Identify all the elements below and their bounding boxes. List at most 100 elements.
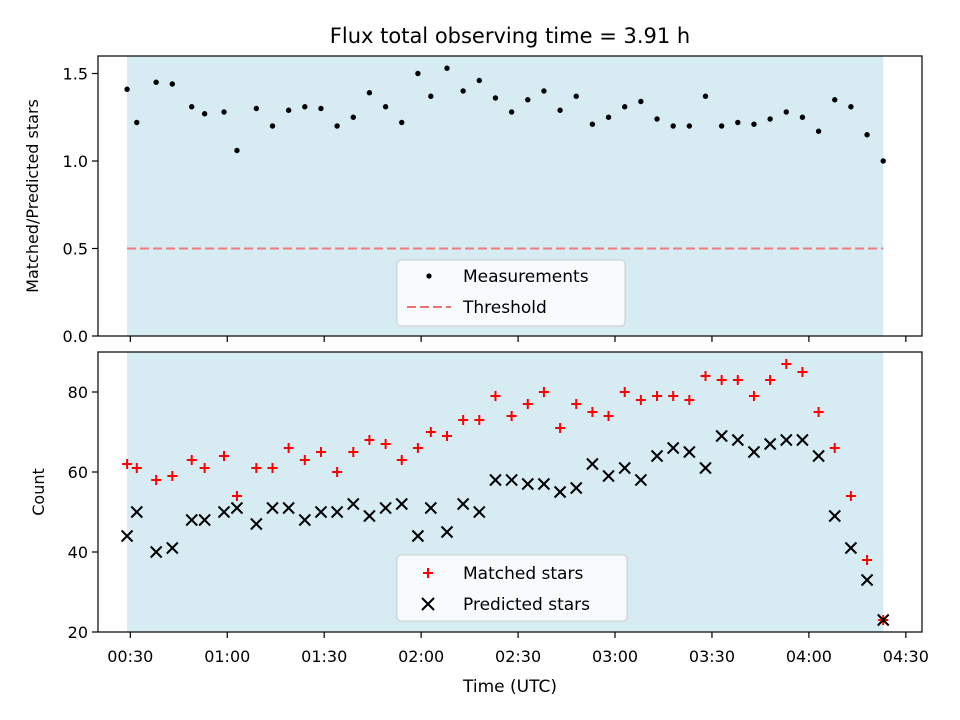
predicted-star-point	[250, 517, 263, 531]
predicted-star-point	[521, 477, 534, 491]
measurement-point	[399, 119, 405, 126]
x-tick-label: 02:00	[398, 647, 444, 666]
matched-star-point	[781, 359, 792, 369]
x-tick-label: 03:00	[592, 647, 638, 666]
measurement-point	[735, 119, 741, 126]
predicted-star-point	[812, 449, 825, 463]
measurement-point	[415, 70, 421, 77]
matched-star-point	[396, 455, 407, 465]
predicted-star-point	[780, 433, 793, 447]
measurement-point	[460, 88, 466, 94]
matched-star-point	[131, 463, 142, 473]
predicted-star-point	[699, 461, 712, 475]
predicted-star-point	[747, 445, 761, 459]
legend-measurements-marker	[426, 273, 432, 279]
predicted-star-point	[763, 437, 777, 451]
measurement-point	[718, 123, 725, 129]
matched-star-point	[619, 387, 630, 397]
measurement-point	[702, 93, 709, 99]
matched-star-point	[380, 439, 391, 449]
matched-star-point	[151, 475, 162, 485]
matched-star-point	[231, 491, 242, 501]
predicted-star-point	[424, 501, 438, 515]
matched-star-point	[716, 375, 727, 385]
matched-star-point	[199, 463, 210, 473]
predicted-star-point	[330, 505, 344, 519]
matched-star-point	[845, 491, 856, 501]
measurement-point	[234, 147, 240, 154]
measurement-point	[269, 123, 276, 129]
measurement-point	[189, 104, 195, 110]
legend-predicted-label: Predicted stars	[463, 595, 590, 615]
matched-star-point	[748, 391, 759, 401]
predicted-star-point	[844, 541, 858, 555]
matched-star-point	[538, 387, 549, 397]
x-tick-label: 01:00	[204, 647, 250, 666]
ratio-y-tick-label: 0.0	[63, 327, 88, 346]
predicted-star-point	[230, 501, 244, 515]
predicted-star-point	[618, 461, 631, 475]
predicted-star-point	[505, 473, 518, 487]
matched-star-point	[219, 451, 230, 461]
measurement-point	[541, 88, 547, 94]
predicted-star-point	[379, 501, 392, 515]
measurement-point	[221, 109, 227, 115]
measurement-point	[508, 109, 515, 115]
predicted-star-point	[347, 497, 360, 511]
predicted-star-point	[666, 441, 680, 455]
matched-star-point	[668, 391, 679, 401]
predicted-star-point	[130, 505, 143, 519]
ratio-plot-frame	[97, 55, 923, 337]
matched-star-point	[186, 455, 197, 465]
matched-star-point	[829, 443, 840, 453]
matched-star-point	[490, 391, 501, 401]
count-points	[120, 359, 890, 627]
matched-star-point	[474, 415, 485, 425]
matched-star-point	[283, 443, 294, 453]
predicted-star-point	[120, 529, 134, 543]
measurement-point	[605, 114, 612, 120]
measurement-point	[134, 119, 140, 126]
ratio-y-tick-label: 1.5	[63, 65, 88, 84]
predicted-star-point	[602, 469, 615, 483]
predicted-star-point	[537, 477, 551, 491]
matched-star-point	[251, 463, 262, 473]
x-tick-label: 01:30	[301, 647, 347, 666]
matched-star-point	[441, 431, 452, 441]
measurement-point	[476, 77, 483, 84]
ratio-y-tick-label: 0.5	[63, 240, 88, 259]
measurement-point	[318, 105, 324, 112]
matched-star-point	[765, 375, 776, 385]
predicted-star-point	[650, 449, 664, 463]
matched-star-point	[315, 447, 326, 457]
legend-matched-marker	[423, 568, 433, 578]
measurement-point	[302, 104, 308, 110]
matched-star-point	[635, 395, 646, 405]
measurement-point	[815, 128, 822, 134]
figure-title: Flux total observing time = 3.91 h	[330, 24, 690, 48]
matched-star-point	[425, 427, 436, 437]
measurement-point	[153, 79, 159, 85]
measurement-point	[350, 114, 356, 120]
predicted-star-point	[166, 541, 179, 555]
matched-star-point	[555, 423, 566, 433]
predicted-star-point	[440, 525, 454, 539]
measurement-point	[444, 65, 450, 71]
matched-star-point	[458, 415, 469, 425]
legend-matched-label: Matched stars	[463, 564, 583, 584]
matched-star-point	[603, 411, 614, 421]
count-y-tick-label: 40	[68, 543, 88, 562]
matched-star-point	[797, 367, 808, 377]
predicted-star-point	[198, 513, 211, 527]
legend-measurements-label: Measurements	[463, 267, 589, 287]
measurement-point	[880, 158, 886, 164]
measurement-point	[285, 107, 292, 113]
matched-star-point	[587, 407, 598, 417]
predicted-star-point	[489, 473, 502, 487]
measurement-point	[428, 93, 434, 99]
x-tick-label: 03:30	[689, 647, 735, 666]
ratio-x-ticks	[129, 336, 907, 342]
predicted-star-point	[282, 501, 295, 515]
count-legend: Matched stars Predicted stars	[396, 554, 628, 622]
matched-star-point	[571, 399, 582, 409]
